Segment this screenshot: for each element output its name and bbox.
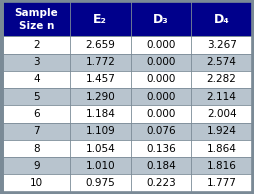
Text: 1.816: 1.816: [206, 161, 236, 171]
Bar: [70, 123, 130, 140]
Text: 9: 9: [33, 161, 40, 171]
Text: 1.109: 1.109: [85, 126, 115, 136]
Bar: [70, 36, 130, 54]
Bar: [130, 2, 190, 36]
Bar: [3, 2, 70, 36]
Text: 8: 8: [33, 144, 40, 153]
Bar: [190, 174, 251, 192]
Text: 5: 5: [33, 92, 40, 102]
Bar: [70, 140, 130, 157]
Text: 3.267: 3.267: [206, 40, 236, 50]
Text: E₂: E₂: [93, 13, 107, 26]
Text: 1.864: 1.864: [206, 144, 236, 153]
Bar: [3, 174, 70, 192]
Bar: [3, 140, 70, 157]
Bar: [70, 88, 130, 105]
Bar: [190, 88, 251, 105]
Bar: [3, 54, 70, 71]
Text: 2.114: 2.114: [206, 92, 236, 102]
Bar: [190, 105, 251, 123]
Text: 7: 7: [33, 126, 40, 136]
Bar: [70, 174, 130, 192]
Text: 2.574: 2.574: [206, 57, 236, 67]
Text: 1.772: 1.772: [85, 57, 115, 67]
Text: 4: 4: [33, 74, 40, 84]
Text: 6: 6: [33, 109, 40, 119]
Text: 0.184: 0.184: [146, 161, 175, 171]
Text: 1.010: 1.010: [85, 161, 115, 171]
Text: 0.136: 0.136: [146, 144, 175, 153]
Text: 2.659: 2.659: [85, 40, 115, 50]
Bar: [130, 174, 190, 192]
Text: 0.000: 0.000: [146, 109, 175, 119]
Text: 1.054: 1.054: [85, 144, 115, 153]
Text: 0.223: 0.223: [146, 178, 175, 188]
Text: 1.290: 1.290: [85, 92, 115, 102]
Bar: [3, 88, 70, 105]
Text: 1.777: 1.777: [206, 178, 236, 188]
Bar: [130, 140, 190, 157]
Text: Sample
Size n: Sample Size n: [14, 8, 58, 30]
Text: 0.000: 0.000: [146, 74, 175, 84]
Text: 2: 2: [33, 40, 40, 50]
Bar: [190, 2, 251, 36]
Bar: [3, 123, 70, 140]
Text: 0.000: 0.000: [146, 92, 175, 102]
Bar: [190, 140, 251, 157]
Bar: [70, 157, 130, 174]
Text: 0.076: 0.076: [146, 126, 175, 136]
Text: 0.000: 0.000: [146, 57, 175, 67]
Bar: [190, 157, 251, 174]
Bar: [130, 36, 190, 54]
Text: 1.924: 1.924: [206, 126, 236, 136]
Bar: [3, 157, 70, 174]
Bar: [70, 54, 130, 71]
Text: 10: 10: [30, 178, 43, 188]
Bar: [3, 36, 70, 54]
Text: 0.975: 0.975: [85, 178, 115, 188]
Bar: [70, 71, 130, 88]
Bar: [130, 123, 190, 140]
Bar: [3, 105, 70, 123]
Bar: [70, 105, 130, 123]
Bar: [130, 54, 190, 71]
Bar: [3, 71, 70, 88]
Text: 1.184: 1.184: [85, 109, 115, 119]
Bar: [190, 71, 251, 88]
Bar: [130, 88, 190, 105]
Text: D₃: D₃: [152, 13, 168, 26]
Bar: [130, 157, 190, 174]
Bar: [70, 2, 130, 36]
Bar: [130, 71, 190, 88]
Text: D₄: D₄: [213, 13, 229, 26]
Bar: [130, 105, 190, 123]
Text: 2.282: 2.282: [206, 74, 236, 84]
Bar: [190, 54, 251, 71]
Text: 2.004: 2.004: [206, 109, 235, 119]
Text: 1.457: 1.457: [85, 74, 115, 84]
Bar: [190, 36, 251, 54]
Text: 0.000: 0.000: [146, 40, 175, 50]
Text: 3: 3: [33, 57, 40, 67]
Bar: [190, 123, 251, 140]
